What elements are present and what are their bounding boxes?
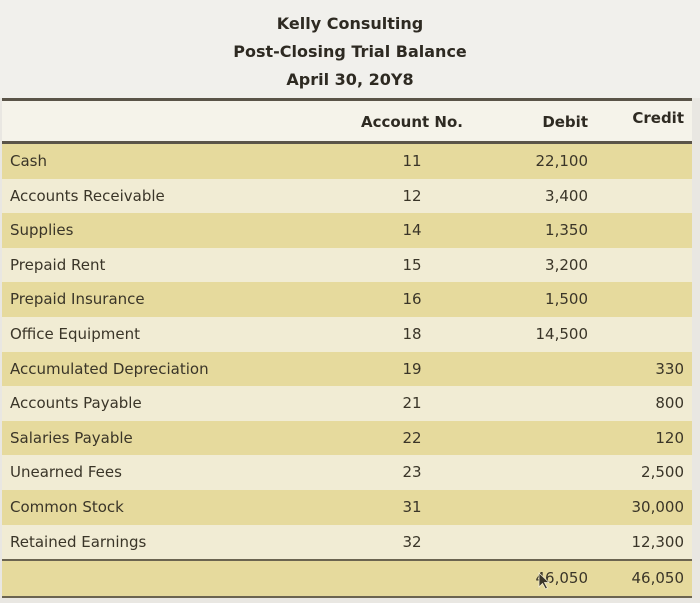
account-name: Office Equipment	[10, 324, 140, 343]
account-name: Supplies	[10, 221, 74, 240]
header-debit: Debit	[542, 113, 588, 131]
account-number: 31	[402, 497, 422, 516]
table-row: Accounts Payable 21 800	[2, 386, 692, 421]
account-name: Salaries Payable	[10, 428, 133, 447]
account-name: Prepaid Insurance	[10, 290, 145, 309]
credit-amount: 2,500	[641, 463, 684, 482]
account-name: Cash	[10, 152, 47, 170]
table-row: Accounts Receivable 12 3,400	[2, 178, 692, 214]
credit-amount: 12,300	[631, 532, 685, 551]
header-credit: Credit	[632, 109, 684, 127]
table-row: Accumulated Depreciation 19 330	[2, 351, 692, 387]
table-header: Account No. Debit Credit	[2, 101, 692, 144]
table-row: Retained Earnings 32 12,300	[2, 524, 692, 560]
table-row: Office Equipment 18 14,500	[2, 316, 692, 352]
account-number: 18	[402, 324, 422, 343]
company-name: Kelly Consulting	[276, 14, 424, 33]
account-number: 19	[402, 359, 422, 378]
table-row: Supplies 14 1,350	[2, 213, 692, 248]
account-name: Prepaid Rent	[10, 255, 106, 274]
debit-amount: 22,100	[535, 152, 589, 170]
account-number: 32	[402, 532, 422, 551]
account-name: Accumulated Depreciation	[10, 359, 209, 378]
header-account-no: Account No.	[360, 113, 463, 131]
account-name: Retained Earnings	[10, 532, 147, 551]
debit-amount: 14,500	[535, 324, 589, 343]
mouse-pointer-icon	[538, 572, 551, 590]
account-name: Unearned Fees	[10, 463, 122, 482]
table-row: Prepaid Insurance 16 1,500	[2, 282, 692, 317]
report-title: Post-Closing Trial Balance	[233, 42, 467, 61]
account-number: 22	[402, 428, 422, 447]
account-number: 21	[402, 394, 422, 413]
table-row: Cash 11 22,100	[2, 144, 692, 179]
totals-row: 46,050 46,050	[2, 559, 692, 598]
account-number: 23	[402, 463, 422, 482]
account-name: Common Stock	[10, 497, 124, 516]
credit-amount: 30,000	[631, 497, 685, 516]
account-name: Accounts Receivable	[10, 186, 165, 205]
account-number: 15	[402, 255, 422, 274]
debit-amount: 1,500	[545, 290, 588, 309]
debit-amount: 1,350	[545, 221, 588, 240]
account-number: 11	[402, 152, 422, 170]
report-date: April 30, 20Y8	[286, 70, 414, 89]
account-number: 12	[402, 186, 422, 205]
table-row: Salaries Payable 22 120	[2, 420, 692, 456]
table-row: Common Stock 31 30,000	[2, 489, 692, 525]
credit-amount: 330	[655, 359, 684, 378]
debit-amount: 3,200	[545, 255, 588, 274]
total-credit: 46,050	[631, 569, 685, 588]
table-row: Prepaid Rent 15 3,200	[2, 247, 692, 283]
account-number: 14	[402, 221, 422, 240]
account-name: Accounts Payable	[10, 394, 142, 413]
trial-balance-table: Account No. Debit Credit Cash 11 22,100 Acc…	[2, 98, 692, 598]
table-row: Unearned Fees 23 2,500	[2, 455, 692, 490]
credit-amount: 800	[655, 394, 684, 413]
credit-amount: 120	[655, 428, 684, 447]
account-number: 16	[402, 290, 422, 309]
debit-amount: 3,400	[545, 186, 588, 205]
report-heading: Kelly Consulting Post-Closing Trial Bala…	[0, 0, 700, 98]
